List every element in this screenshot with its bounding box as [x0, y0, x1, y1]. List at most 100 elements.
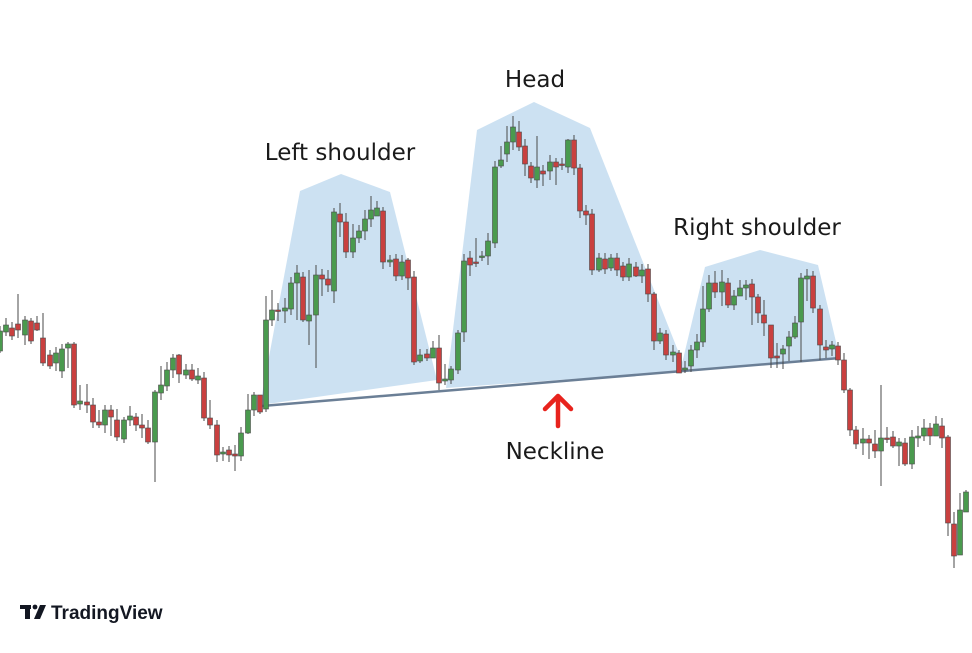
candle-body — [0, 330, 3, 352]
tradingview-logo-text: TradingView — [51, 603, 163, 624]
candle — [688, 345, 694, 372]
candle — [927, 423, 933, 445]
candle-body — [102, 409, 108, 426]
candle-body — [232, 453, 238, 457]
candle-body — [257, 394, 263, 413]
candle — [170, 354, 176, 378]
candle-body — [368, 209, 374, 220]
head-label: Head — [505, 67, 565, 93]
candle-body — [84, 401, 90, 406]
candle-body — [325, 278, 331, 286]
candle-body — [902, 442, 908, 465]
candle-body — [676, 352, 682, 374]
candle — [602, 253, 608, 274]
candle — [694, 334, 700, 358]
candle-body — [473, 261, 479, 264]
candle — [847, 388, 853, 436]
candle — [860, 428, 866, 455]
candle — [933, 416, 939, 437]
candle-body — [114, 419, 120, 438]
candle-body — [878, 437, 884, 452]
candle-body — [890, 436, 896, 447]
candle-body — [909, 436, 915, 465]
candle-body — [313, 274, 319, 316]
candle-body — [706, 282, 712, 310]
candle — [866, 435, 872, 459]
candle — [214, 420, 220, 462]
candle-body — [59, 348, 65, 372]
candle — [251, 392, 257, 416]
candle — [743, 280, 749, 300]
candle-body — [3, 324, 9, 333]
candle — [921, 419, 927, 441]
candle — [71, 342, 77, 408]
candle — [676, 350, 682, 374]
candle — [0, 326, 3, 353]
candle-body — [559, 163, 565, 166]
candle-body — [417, 354, 423, 362]
candle-body — [755, 296, 761, 314]
candle-body — [516, 131, 522, 148]
candle-body — [350, 237, 356, 253]
candle — [189, 364, 195, 381]
candle — [331, 208, 337, 303]
candle — [337, 203, 343, 237]
candle — [325, 270, 331, 292]
candle — [804, 269, 810, 301]
candle — [792, 316, 798, 339]
candle-body — [152, 391, 158, 443]
candle — [461, 254, 467, 342]
candle — [737, 280, 743, 297]
candle — [626, 258, 632, 281]
candle — [15, 294, 21, 338]
candle — [59, 344, 65, 378]
candle — [65, 342, 71, 368]
candle-body — [829, 344, 835, 350]
candle-body — [504, 141, 510, 155]
candle — [226, 446, 232, 462]
candle-body — [620, 265, 626, 278]
candle-body — [479, 255, 485, 258]
candle-body — [498, 159, 504, 167]
candle-body — [651, 293, 657, 342]
candle — [207, 400, 213, 429]
candle-body — [96, 421, 102, 426]
tradingview-logo-icon — [20, 604, 46, 619]
candle — [522, 139, 528, 176]
neckline-label: Neckline — [506, 439, 605, 465]
candle — [40, 313, 46, 366]
arrow-up-icon — [542, 393, 574, 429]
candle — [479, 251, 485, 261]
candle-body — [226, 449, 232, 456]
candle-body — [195, 375, 201, 381]
candle — [34, 316, 40, 331]
candle-body — [694, 341, 700, 351]
candle-body — [455, 332, 461, 371]
candle — [528, 162, 534, 183]
candle-body — [847, 389, 853, 431]
candle-body — [780, 348, 786, 355]
candle-body — [275, 309, 281, 312]
candle — [399, 255, 405, 280]
candle — [448, 366, 454, 384]
candle-body — [921, 427, 927, 437]
candle — [670, 345, 676, 362]
candle-body — [220, 451, 226, 455]
candle — [657, 328, 663, 344]
candle — [442, 364, 448, 385]
candle-body — [743, 284, 749, 289]
candle — [639, 264, 645, 283]
candle — [823, 340, 829, 358]
candle-body — [22, 319, 28, 336]
candle-body — [786, 336, 792, 347]
candle-body — [467, 257, 473, 266]
candlestick-series — [0, 116, 969, 568]
candle — [343, 213, 349, 258]
candle — [810, 271, 816, 313]
candle — [768, 324, 774, 368]
candle-body — [933, 423, 939, 437]
candle — [417, 349, 423, 363]
candle — [774, 343, 780, 368]
candle — [430, 341, 436, 359]
candle-body — [288, 282, 294, 310]
